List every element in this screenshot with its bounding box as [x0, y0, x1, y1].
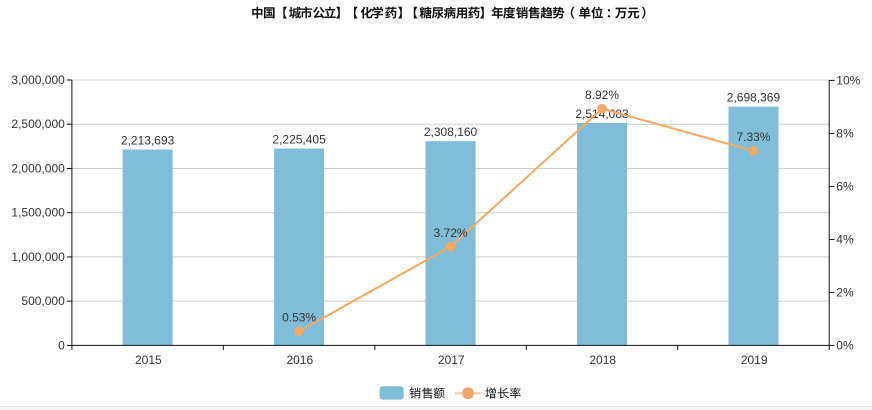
svg-text:2015: 2015 [135, 353, 162, 367]
svg-text:2%: 2% [836, 285, 854, 299]
svg-text:2,500,000: 2,500,000 [11, 117, 65, 131]
svg-text:1,000,000: 1,000,000 [11, 250, 65, 264]
svg-text:2,225,405: 2,225,405 [272, 133, 326, 147]
svg-text:2,308,160: 2,308,160 [424, 125, 478, 139]
svg-text:7.33%: 7.33% [736, 130, 770, 144]
svg-text:2,514,083: 2,514,083 [575, 107, 629, 121]
svg-text:2017: 2017 [438, 353, 465, 367]
svg-text:2018: 2018 [589, 353, 616, 367]
svg-text:8.92%: 8.92% [585, 88, 619, 102]
svg-text:1,500,000: 1,500,000 [11, 206, 65, 220]
svg-text:500,000: 500,000 [21, 294, 65, 308]
svg-text:2019: 2019 [741, 353, 768, 367]
svg-text:0.53%: 0.53% [282, 311, 316, 325]
svg-text:4%: 4% [836, 232, 854, 246]
svg-text:2,698,369: 2,698,369 [727, 91, 781, 105]
svg-text:8%: 8% [836, 126, 854, 140]
svg-text:10%: 10% [836, 73, 860, 87]
svg-text:2,213,693: 2,213,693 [121, 134, 175, 148]
svg-text:3,000,000: 3,000,000 [11, 73, 65, 87]
svg-text:2016: 2016 [286, 353, 313, 367]
svg-text:2,000,000: 2,000,000 [11, 161, 65, 175]
svg-text:0%: 0% [836, 338, 854, 352]
svg-text:0: 0 [58, 338, 65, 352]
svg-text:6%: 6% [836, 179, 854, 193]
svg-text:3.72%: 3.72% [434, 226, 468, 240]
